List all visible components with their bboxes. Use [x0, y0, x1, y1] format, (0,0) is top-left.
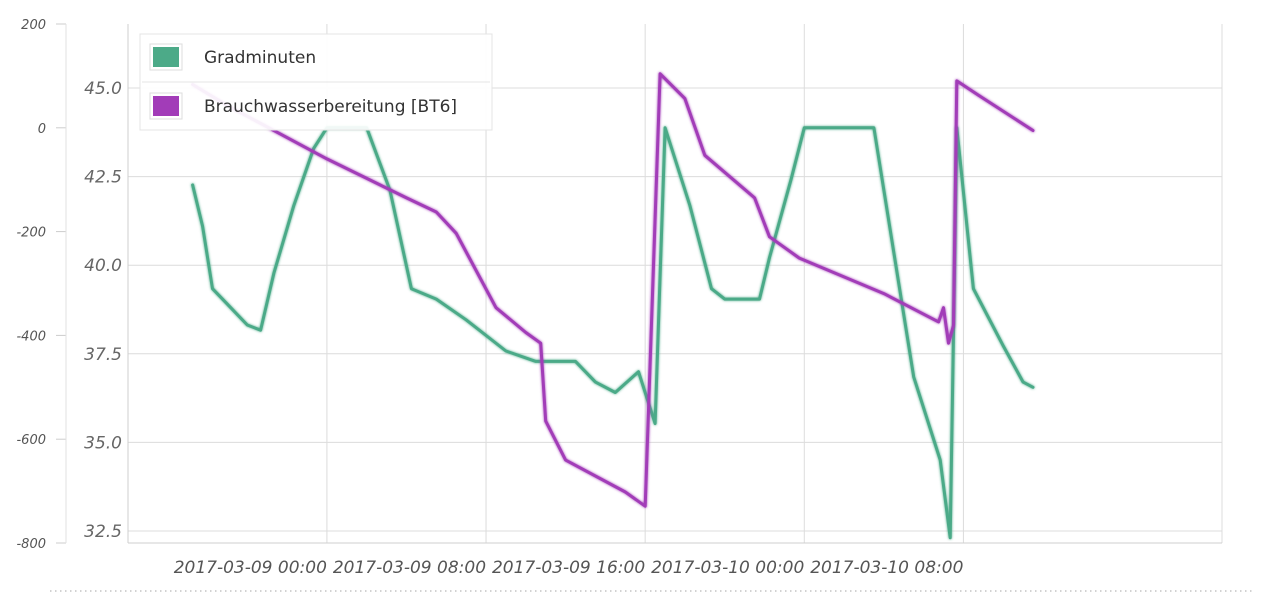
data-point	[952, 324, 955, 327]
data-point	[753, 197, 756, 199]
data-point	[594, 381, 597, 383]
data-point	[883, 292, 885, 295]
data-point	[1032, 129, 1034, 132]
grid-lines	[127, 24, 1223, 544]
data-point	[710, 287, 713, 290]
data-point	[1002, 345, 1004, 347]
legend: Gradminuten Brauchwasserbereitung [BT6]	[139, 33, 493, 131]
data-point	[525, 331, 527, 334]
series-1	[191, 72, 1035, 508]
x-tick-label: 2017-03-10 00:00	[651, 558, 804, 578]
right-tick-label: 40.0	[84, 256, 122, 276]
data-point	[246, 324, 249, 326]
data-point	[544, 420, 547, 422]
x-axis: 2017-03-09 00:00 2017-03-09 08:00 2017-03-…	[174, 558, 964, 578]
data-point	[790, 178, 792, 181]
data-point	[495, 306, 497, 309]
data-point	[535, 360, 537, 363]
data-point	[977, 94, 980, 96]
left-axis: 200 0 -200 -400 -600 -800	[16, 18, 67, 552]
data-point	[226, 303, 229, 306]
data-point	[410, 287, 413, 290]
data-point	[539, 342, 542, 345]
right-axis: 45.0 42.5 40.0 37.5 35.0 32.5	[84, 79, 122, 542]
data-point	[684, 97, 686, 100]
legend-item-1[interactable]: Brauchwasserbereitung [BT6]	[149, 92, 457, 120]
right-tick-label: 32.5	[84, 522, 122, 542]
data-point	[704, 154, 706, 157]
data-point	[259, 329, 262, 332]
data-point	[435, 298, 438, 300]
left-tick-label: -600	[16, 433, 46, 448]
data-point	[614, 391, 617, 394]
data-point	[505, 350, 507, 352]
data-point	[803, 127, 806, 129]
data-point	[405, 197, 408, 199]
legend-label: Brauchwasserbereitung [BT6]	[204, 97, 457, 117]
data-point	[654, 422, 656, 425]
data-point	[956, 80, 958, 82]
data-point	[312, 147, 315, 150]
data-point	[574, 360, 577, 363]
data-point	[465, 319, 467, 321]
data-point	[644, 505, 646, 508]
data-point	[659, 73, 661, 75]
data-point	[768, 256, 771, 259]
data-point	[191, 184, 194, 186]
data-point	[1022, 381, 1024, 383]
data-point	[564, 459, 567, 461]
data-point	[912, 376, 915, 378]
legend-color	[153, 96, 179, 116]
data-point	[947, 342, 950, 345]
data-point	[689, 204, 691, 207]
data-point	[949, 537, 951, 539]
right-tick-label: 37.5	[84, 345, 122, 365]
data-point	[893, 251, 895, 254]
data-point	[972, 287, 975, 290]
data-point	[624, 491, 627, 493]
data-point	[293, 204, 295, 207]
data-point	[273, 272, 275, 274]
data-point	[201, 225, 204, 228]
legend-color	[153, 47, 179, 67]
series-layer	[191, 72, 1035, 540]
data-point	[942, 306, 945, 309]
x-tick-label: 2017-03-09 16:00	[492, 558, 645, 578]
right-tick-label: 35.0	[84, 433, 122, 453]
left-tick-label: 200	[21, 18, 46, 33]
series-0	[191, 126, 1035, 540]
series-line[interactable]	[191, 126, 1035, 540]
data-point	[1032, 386, 1034, 389]
right-tick-label: 45.0	[84, 79, 122, 99]
left-tick-label: -200	[16, 226, 46, 241]
data-point	[435, 211, 438, 213]
data-point	[455, 232, 458, 235]
data-point	[637, 370, 640, 373]
data-point	[939, 459, 941, 461]
x-tick-label: 2017-03-10 08:00	[810, 558, 963, 578]
left-tick-label: -400	[16, 329, 46, 344]
data-point	[758, 298, 761, 300]
data-point	[326, 158, 328, 160]
legend-item-0[interactable]: Gradminuten	[149, 43, 316, 71]
right-tick-label: 42.5	[84, 168, 122, 188]
data-point	[937, 321, 940, 323]
legend-label: Gradminuten	[204, 48, 316, 68]
data-point	[798, 257, 801, 259]
x-tick-label: 2017-03-09 08:00	[333, 558, 486, 578]
left-tick-label: -800	[16, 537, 46, 552]
data-point	[853, 127, 855, 129]
data-point	[211, 287, 214, 290]
data-point	[873, 127, 875, 129]
data-point	[664, 127, 666, 129]
data-point	[768, 236, 771, 238]
data-point	[723, 298, 726, 300]
left-tick-label: 0	[38, 122, 46, 137]
x-tick-label: 2017-03-09 00:00	[174, 558, 327, 578]
